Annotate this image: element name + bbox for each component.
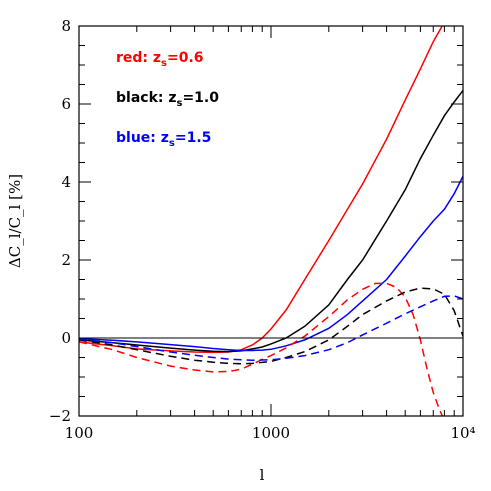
y-tick-label: 4 (61, 173, 71, 191)
y-tick-label: −2 (49, 407, 71, 425)
series-layer (79, 26, 463, 416)
x-tick-label: 1000 (252, 424, 290, 442)
legend-entry: blue: zs=1.5 (116, 130, 211, 149)
tick-labels-layer: 100 1000 10⁴ −2 0 2 4 6 8 (49, 17, 476, 442)
y-tick-label: 8 (61, 17, 71, 35)
series-line-solid-0 (79, 26, 444, 354)
y-axis-label: ΔC_l/C_l [%] (6, 174, 24, 268)
y-tick-label: 0 (61, 329, 71, 347)
ticks-layer (78, 25, 463, 417)
y-tick-label: 6 (61, 95, 71, 113)
series-line-dashed-4 (79, 287, 463, 365)
series-line-dashed-3 (79, 282, 443, 416)
x-axis-label: l (260, 466, 265, 484)
legend-entry: black: zs=1.0 (116, 90, 219, 109)
y-tick-label: 2 (61, 251, 71, 269)
series-line-dashed-5 (79, 295, 463, 361)
x-tick-label: 10⁴ (450, 424, 475, 442)
legend-entry: red: zs=0.6 (116, 50, 204, 69)
legend: red: zs=0.6 black: zs=1.0 blue: zs=1.5 (116, 50, 219, 149)
x-tick-label: 100 (65, 424, 94, 442)
series-line-solid-2 (79, 175, 463, 352)
